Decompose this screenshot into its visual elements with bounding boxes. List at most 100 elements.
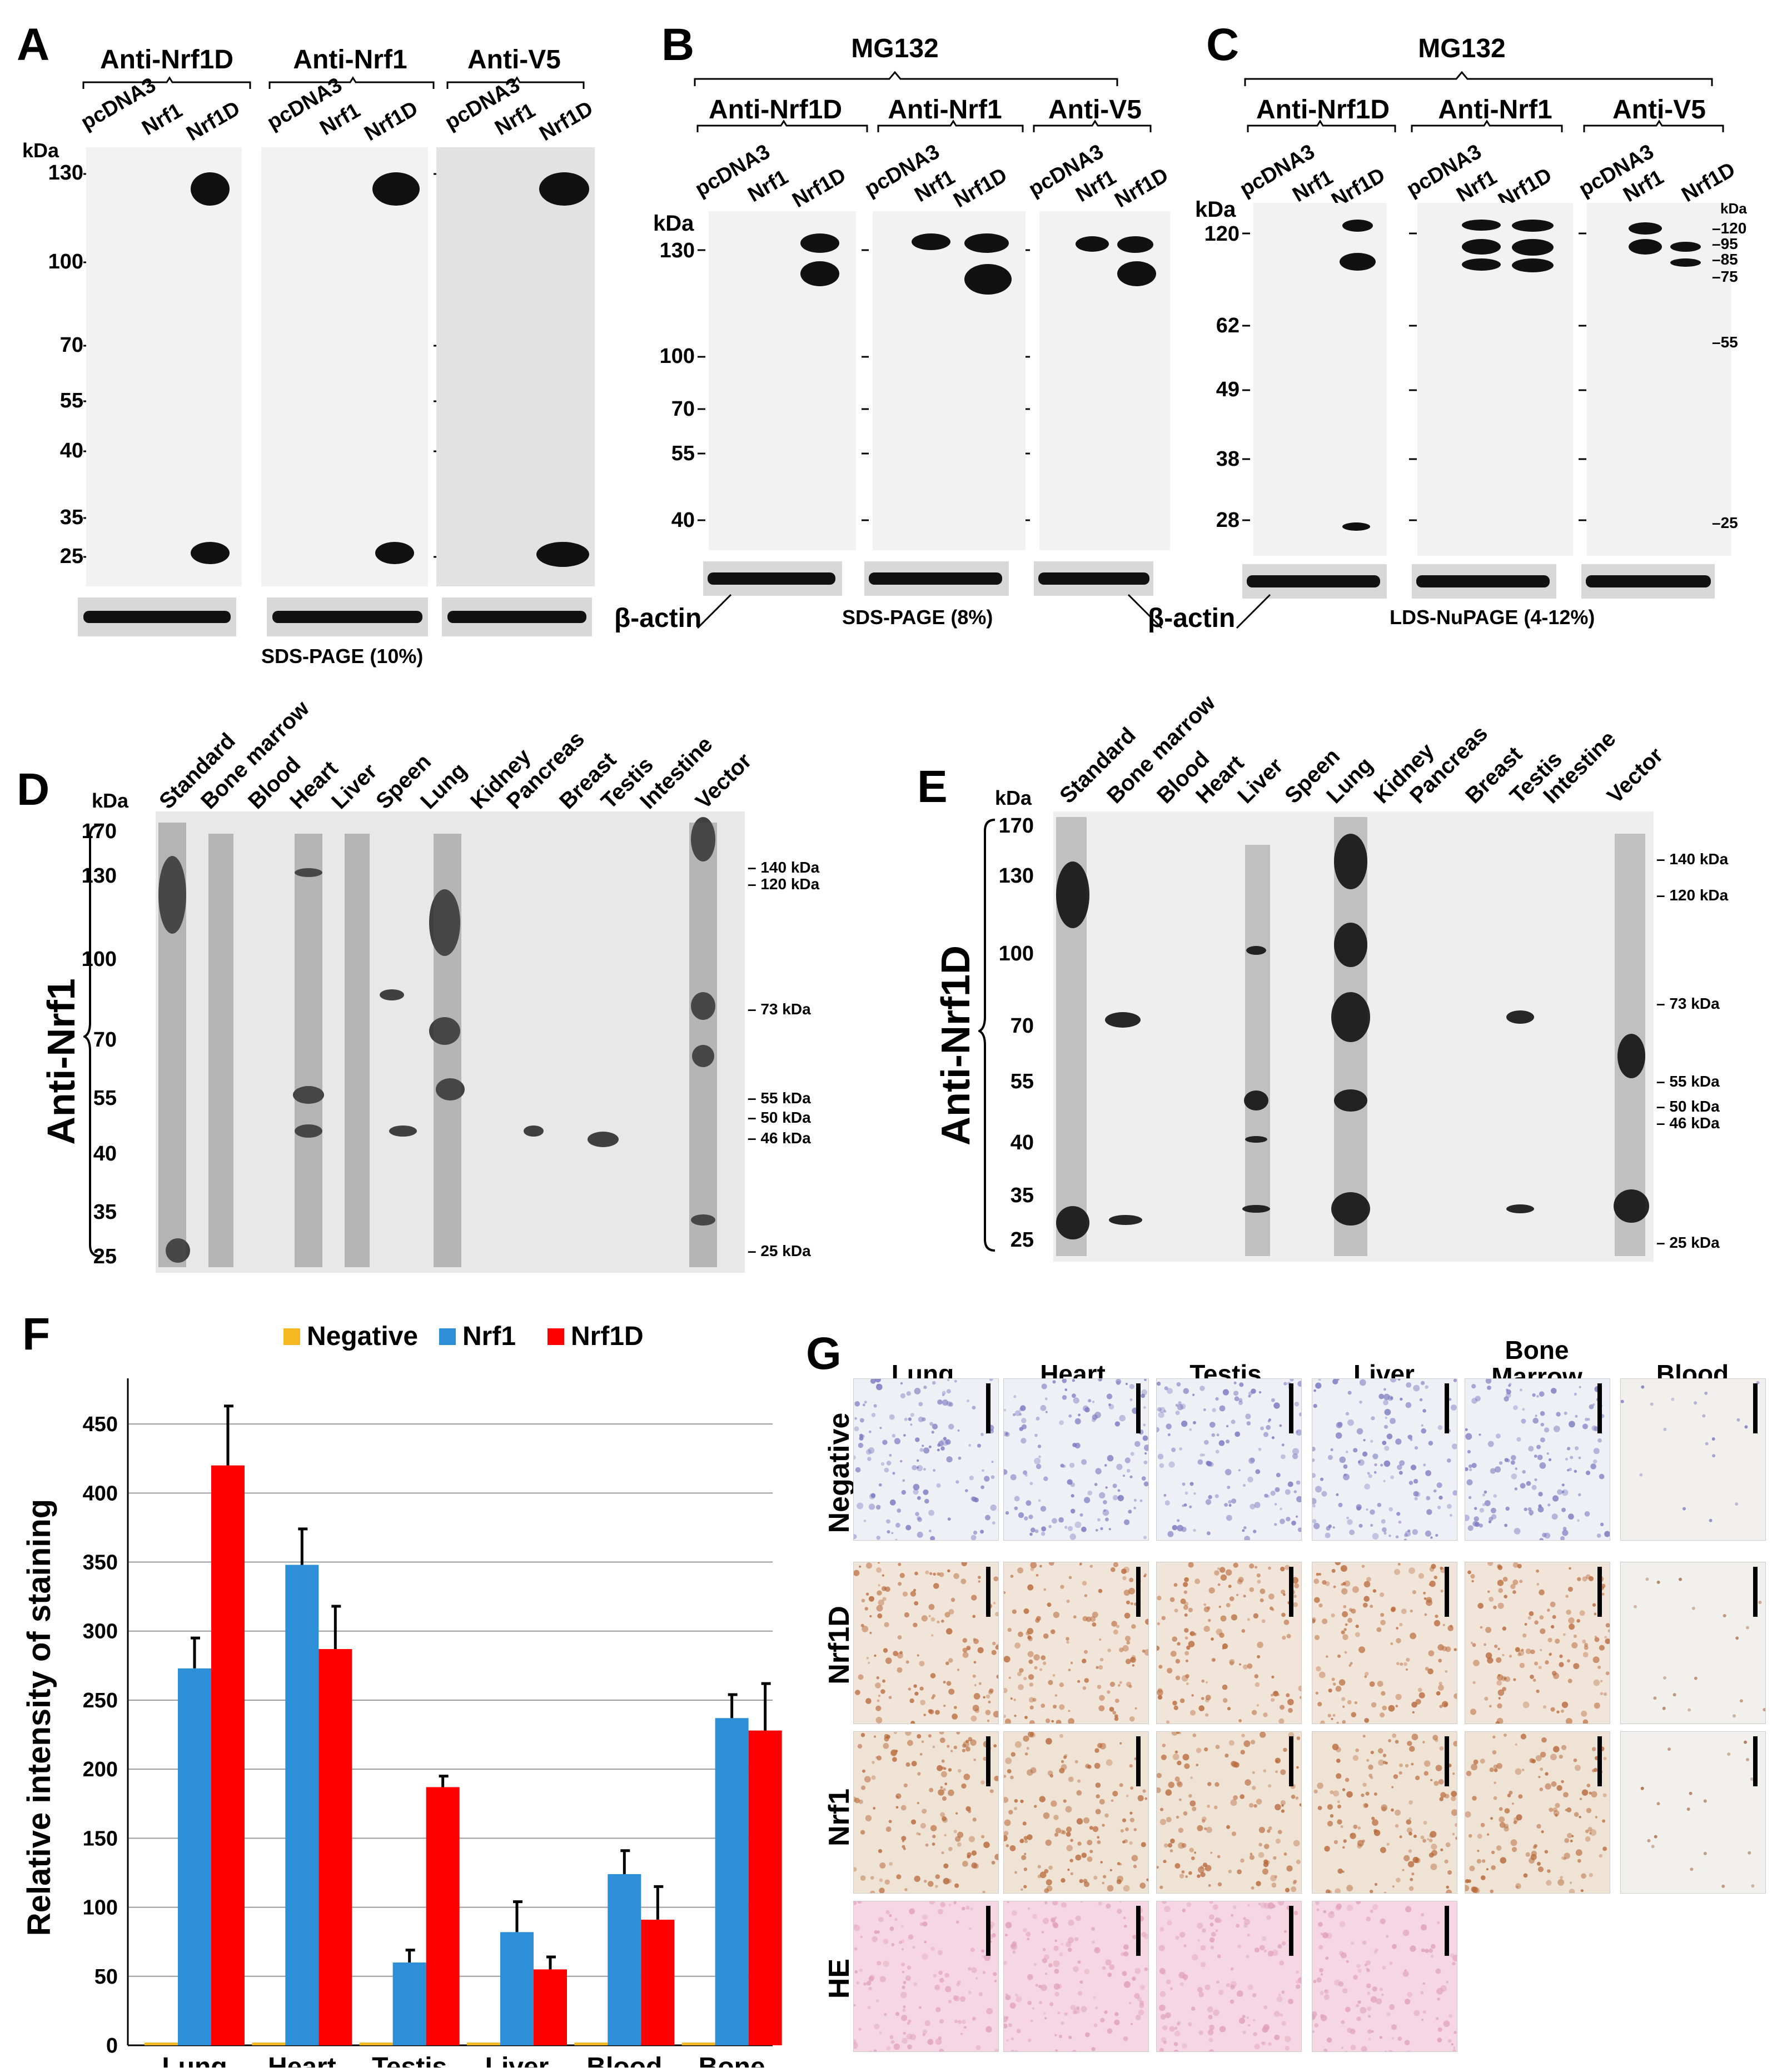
cell	[1227, 1486, 1231, 1490]
cell	[889, 1926, 894, 1931]
cell	[1362, 1735, 1366, 1738]
cell	[1561, 1507, 1566, 1512]
cell	[1541, 1737, 1547, 1743]
cell	[1206, 1681, 1208, 1684]
cell	[1502, 1626, 1506, 1631]
cell	[1577, 1493, 1581, 1497]
cell	[1018, 1684, 1024, 1690]
cell	[940, 1440, 943, 1442]
cell	[1107, 1885, 1114, 1892]
cell	[1222, 1698, 1228, 1703]
cell	[1034, 1805, 1037, 1808]
cell	[1243, 1484, 1246, 1487]
cell	[1208, 1884, 1211, 1887]
cell	[1395, 1809, 1401, 1816]
cell	[1471, 1580, 1474, 1583]
cell	[960, 1578, 967, 1585]
tissue-texture	[1158, 1901, 1301, 2051]
cell	[968, 1737, 973, 1742]
cell	[1293, 1602, 1298, 1607]
cell	[1102, 1881, 1104, 1885]
cell	[1530, 1675, 1534, 1679]
cell	[977, 1647, 984, 1653]
cell	[941, 1766, 945, 1770]
cell	[1409, 1746, 1415, 1752]
cell	[1043, 1588, 1047, 1591]
cell	[1721, 1884, 1725, 1888]
cell	[1295, 1970, 1299, 1974]
cell	[875, 1705, 882, 1711]
cell	[1188, 1794, 1192, 1798]
cell	[901, 1836, 907, 1841]
panel-b-blot-1	[709, 211, 856, 550]
cell	[895, 1538, 898, 1540]
cell	[1231, 1614, 1237, 1621]
cell	[1293, 1840, 1300, 1847]
scale-bar	[1753, 1383, 1758, 1433]
cell	[965, 1746, 970, 1752]
cell	[1126, 1641, 1131, 1645]
cell	[1011, 2038, 1014, 2041]
cell	[940, 1902, 945, 1907]
cell	[903, 2005, 906, 2009]
cell	[867, 2005, 871, 2009]
cell	[1040, 1506, 1047, 1512]
cell	[1126, 1681, 1132, 1687]
cell	[1052, 1901, 1058, 1906]
actin-band	[869, 572, 1002, 585]
cell	[1505, 1392, 1511, 1398]
cell	[879, 1862, 886, 1869]
panel-e-bracket	[978, 819, 995, 1252]
cell	[1097, 1836, 1100, 1839]
cell	[940, 1786, 943, 1789]
cell	[1028, 1697, 1034, 1703]
cell	[1296, 1984, 1301, 1989]
cell	[930, 1536, 935, 1540]
cell	[1048, 1963, 1053, 1968]
cell	[1453, 1741, 1457, 1747]
cell	[1157, 1453, 1164, 1460]
cell	[917, 1734, 922, 1739]
cell	[1094, 1748, 1099, 1753]
cell	[1280, 1800, 1286, 1806]
tissue-texture	[1004, 1562, 1148, 1724]
cell	[1027, 1937, 1030, 1941]
cell	[1380, 1712, 1385, 1718]
cell	[1315, 1691, 1318, 1695]
cell	[1128, 1685, 1132, 1689]
cell	[1280, 1769, 1286, 1775]
cell	[1005, 1934, 1008, 1936]
cell	[1604, 1636, 1607, 1638]
cell	[1423, 1591, 1426, 1595]
cell	[1342, 1634, 1348, 1640]
cell	[897, 1508, 901, 1513]
cell	[1347, 1519, 1353, 1525]
cell	[1522, 1408, 1525, 1411]
panel-a-brackets	[82, 76, 585, 89]
cell	[1052, 1380, 1056, 1384]
cell	[1319, 1968, 1323, 1973]
cell	[1361, 2046, 1367, 2051]
cell	[1218, 1605, 1221, 1608]
cell	[1159, 2048, 1164, 2051]
cell	[1133, 1828, 1137, 1831]
cell	[1070, 1508, 1076, 1514]
cell	[1336, 1759, 1341, 1763]
cell	[1468, 1464, 1472, 1468]
cell	[1099, 1492, 1106, 1499]
cell	[929, 1901, 935, 1905]
cell	[1084, 1497, 1091, 1503]
tissue-image	[853, 1562, 999, 1724]
cell	[1586, 1784, 1591, 1787]
cell	[1384, 2050, 1387, 2051]
cell	[865, 1698, 872, 1704]
cell	[1484, 1500, 1491, 1506]
cell	[1391, 1786, 1394, 1789]
cell	[1019, 1668, 1024, 1673]
cell	[1336, 1721, 1339, 1724]
cell	[1258, 1391, 1262, 1394]
tissue-image	[1003, 1731, 1149, 1894]
cell	[1410, 1632, 1416, 1640]
cell	[1056, 1720, 1062, 1724]
cell	[1542, 1705, 1546, 1709]
